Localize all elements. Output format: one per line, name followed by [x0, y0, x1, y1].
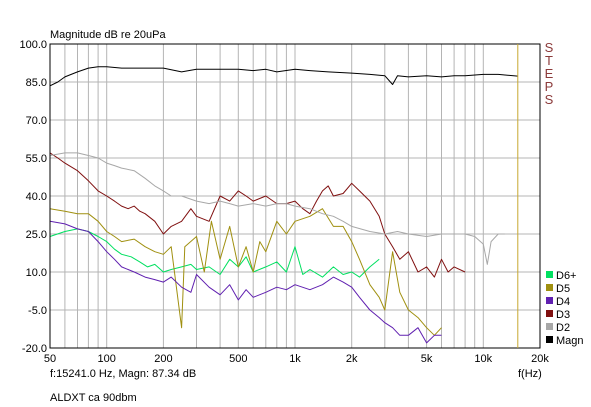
x-tick-label: 1k	[289, 353, 301, 365]
legend-swatch	[546, 310, 553, 317]
y-tick-label: 55.0	[26, 153, 47, 165]
x-tick-label: 10k	[474, 353, 492, 365]
y-tick-label: 10.0	[26, 267, 47, 279]
legend-label: D5	[556, 283, 570, 295]
cursor-readout: f:15241.0 Hz, Magn: 87.34 dB	[50, 368, 196, 380]
y-tick-label: 25.0	[26, 229, 47, 241]
legend-swatch	[546, 336, 553, 343]
x-tick-label: 5k	[421, 353, 433, 365]
series-d6-line	[49, 228, 380, 278]
x-tick-label: 50	[44, 353, 56, 365]
y-tick-label: 100.0	[19, 39, 47, 51]
legend-label: D3	[556, 309, 570, 321]
y-tick-label: 85.0	[26, 77, 47, 89]
grid	[49, 43, 541, 349]
x-tick-label: 20k	[531, 353, 549, 365]
legend-swatch	[546, 323, 553, 330]
y-tick-label: 40.0	[26, 191, 47, 203]
series-d2-line	[49, 152, 505, 265]
legend-label: D2	[556, 322, 570, 334]
legend-label: D4	[556, 296, 570, 308]
plot-frame	[49, 43, 541, 349]
series-magn-line	[49, 66, 518, 87]
x-tick-label: 200	[154, 353, 172, 365]
y-tick-label: -5.0	[28, 305, 47, 317]
y-tick-label: -20.0	[22, 343, 47, 355]
series-d4-line	[49, 220, 442, 344]
legend-label: Magn	[556, 335, 584, 347]
chart-title: Magnitude dB re 20uPa	[50, 29, 166, 41]
x-tick-label: 100	[98, 353, 116, 365]
legend-label: D6+	[556, 270, 577, 282]
x-tick-label: 500	[229, 353, 247, 365]
y-axis: 100.0 85.0 70.0 55.0 40.0 25.0 10.0 -5.0 -20.0	[19, 39, 47, 355]
footer-note: ALDXT ca 90dbm	[50, 392, 137, 404]
legend-swatch	[546, 271, 553, 278]
x-tick-label: 2k	[346, 353, 358, 365]
series-layer	[49, 66, 518, 344]
y-tick-label: 70.0	[26, 115, 47, 127]
x-axis-label: f(Hz)	[518, 368, 542, 380]
x-axis: 50 100 200 500 1k 2k 5k 10k 20k	[44, 353, 549, 365]
legend-swatch	[546, 284, 553, 291]
legend-swatch	[546, 297, 553, 304]
series-d3-line	[49, 152, 466, 278]
series-d5-line	[49, 208, 442, 336]
